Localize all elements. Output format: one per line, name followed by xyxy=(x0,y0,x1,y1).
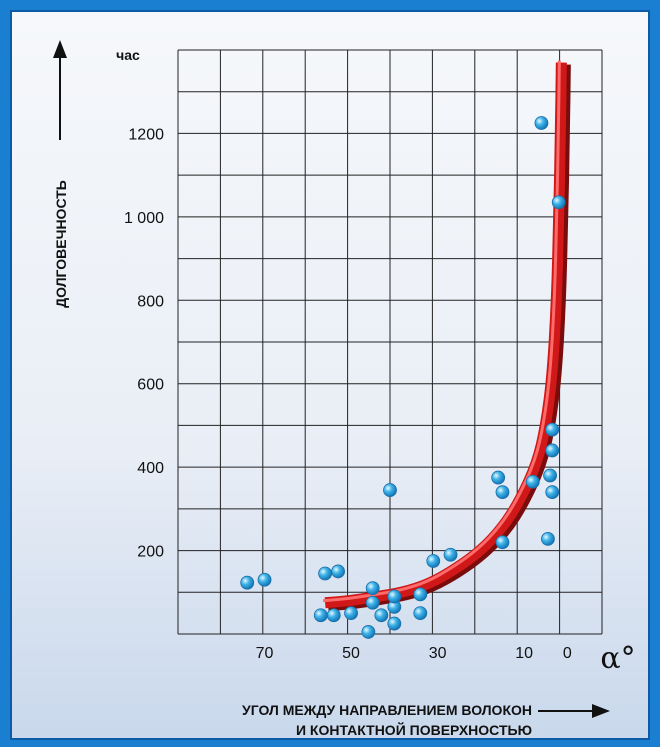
data-point xyxy=(525,474,540,489)
data-point xyxy=(545,443,560,458)
data-point xyxy=(240,575,255,590)
x-axis-arrow xyxy=(538,704,610,718)
trend-curve xyxy=(322,60,571,612)
x-axis-label-line2: И КОНТАКТНОЙ ПОВЕРХНОСТЬЮ xyxy=(295,722,532,738)
y-tick-labels: 200 400 600 800 1 000 1200 xyxy=(124,126,164,560)
x-unit-label: α° xyxy=(600,641,635,676)
x-tick-label: 30 xyxy=(429,645,447,662)
data-point xyxy=(551,195,566,210)
x-tick-labels: 70 50 30 10 0 xyxy=(256,645,572,662)
data-point xyxy=(383,483,397,497)
data-point xyxy=(318,566,333,581)
data-point xyxy=(545,485,560,500)
x-tick-label: 50 xyxy=(342,645,360,662)
data-point xyxy=(326,608,341,623)
data-point xyxy=(365,595,380,610)
x-tick-label: 10 xyxy=(515,645,533,662)
data-point xyxy=(543,468,557,483)
data-point xyxy=(257,572,272,587)
x-tick-label: 70 xyxy=(256,645,274,662)
data-point xyxy=(387,589,402,604)
data-point xyxy=(331,564,345,579)
chart-frame: 200 400 600 800 1 000 1200 70 50 30 10 0 час ДОЛГ… xyxy=(10,10,650,740)
data-point xyxy=(443,547,458,562)
x-tick-label: 0 xyxy=(563,645,572,662)
data-point xyxy=(361,625,376,639)
chart-svg: 200 400 600 800 1 000 1200 70 50 30 10 0 час ДОЛГ… xyxy=(53,40,636,718)
y-tick-label: 600 xyxy=(137,377,164,394)
y-tick-label: 1 000 xyxy=(124,210,164,227)
grid xyxy=(177,49,603,635)
x-axis-label: УГОЛ МЕЖДУ НАПРАВЛЕНИЕМ ВОЛОКОН И КОНТАК… xyxy=(112,700,532,740)
data-point xyxy=(413,606,428,621)
trend-curve-highlight xyxy=(322,60,561,603)
x-axis-label-line1: УГОЛ МЕЖДУ НАПРАВЛЕНИЕМ ВОЛОКОН xyxy=(242,702,532,718)
data-point xyxy=(495,535,510,550)
y-tick-label: 1200 xyxy=(128,126,164,143)
data-point xyxy=(491,470,506,485)
y-unit-label: час xyxy=(116,47,140,63)
y-axis-label: ДОЛГОВЕЧНОСТЬ xyxy=(53,180,69,308)
y-tick-label: 400 xyxy=(137,460,164,477)
y-tick-label: 200 xyxy=(137,544,164,561)
y-axis-arrow xyxy=(53,40,67,140)
y-tick-label: 800 xyxy=(137,293,164,310)
trend-curve-line xyxy=(324,62,567,609)
data-point xyxy=(365,581,380,596)
data-point xyxy=(374,608,389,623)
data-point xyxy=(426,554,441,568)
data-point xyxy=(495,485,510,500)
data-point xyxy=(413,587,428,602)
data-point xyxy=(534,116,549,130)
trend-curve-shadow xyxy=(327,64,571,612)
data-point xyxy=(387,616,402,631)
data-point xyxy=(344,606,358,621)
data-point xyxy=(541,531,555,546)
data-point xyxy=(313,608,328,623)
data-point xyxy=(545,422,560,437)
data-points xyxy=(240,116,566,639)
